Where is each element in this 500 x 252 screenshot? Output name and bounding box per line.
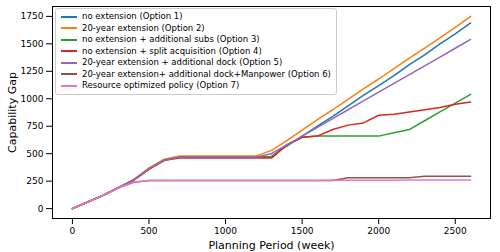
- svg-text:1750: 1750: [21, 11, 44, 21]
- html-text:no extension + additional subs: no extension + additional subs (Option 3…: [82, 34, 260, 44]
- svg-text:2000: 2000: [367, 226, 390, 236]
- svg-text:1000: 1000: [214, 226, 237, 236]
- svg-text:1000: 1000: [21, 94, 44, 104]
- svg-text:0: 0: [70, 226, 76, 236]
- html-text:no extension + split acquisiti: no extension + split acquisition (Option…: [82, 45, 262, 56]
- svg-text:1500: 1500: [291, 226, 314, 236]
- svg-text:1250: 1250: [21, 66, 44, 76]
- svg-text:750: 750: [26, 121, 43, 131]
- svg-text:250: 250: [26, 176, 43, 186]
- svg-text:500: 500: [140, 226, 157, 236]
- html-text:20-year extension+ additional: 20-year extension+ additional dock+Manpo…: [82, 68, 331, 79]
- html-text:20-year extension + additional: 20-year extension + additional dock (Opt…: [82, 57, 283, 67]
- svg-text:Planning Period (week): Planning Period (week): [208, 239, 334, 252]
- svg-text:500: 500: [26, 149, 43, 159]
- svg-text:1500: 1500: [21, 39, 44, 49]
- html-text:Resource optimized policy (Opt: Resource optimized policy (Option 7): [82, 80, 240, 90]
- svg-text:0: 0: [38, 203, 44, 213]
- html-text:no extension (Option 1): no extension (Option 1): [82, 11, 183, 21]
- svg-text:2500: 2500: [444, 226, 467, 236]
- html-text:20-year extension (Option 2): 20-year extension (Option 2): [82, 22, 205, 33]
- svg-text:Capability Gap: Capability Gap: [6, 72, 19, 153]
